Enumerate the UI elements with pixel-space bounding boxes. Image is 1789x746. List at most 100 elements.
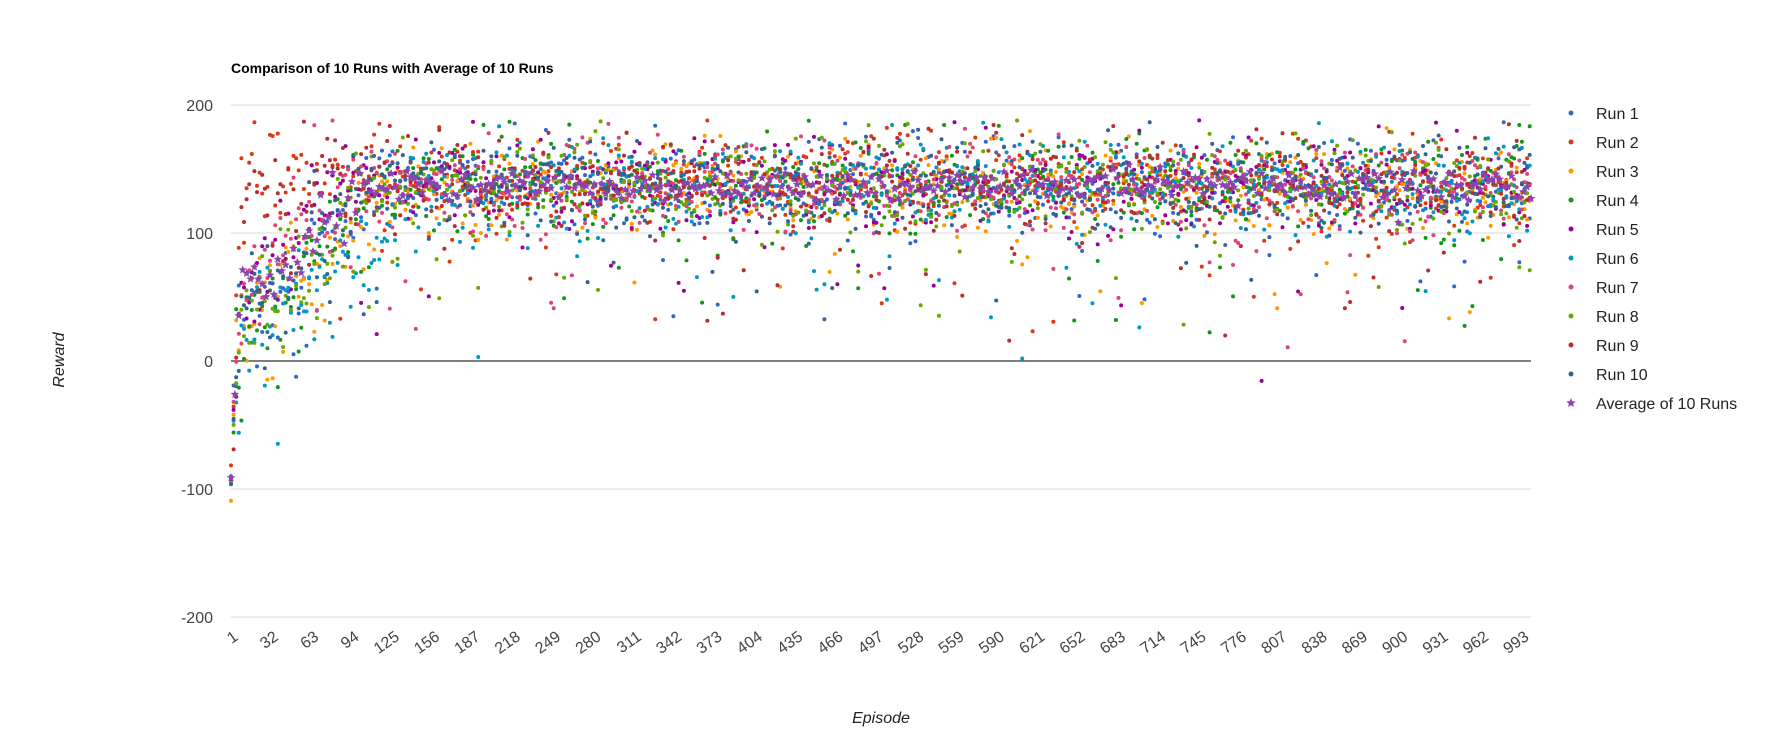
data-point [975,180,980,185]
data-point [663,191,668,196]
data-point [536,170,541,175]
data-point [1327,182,1332,187]
data-point [874,155,879,160]
data-point [804,155,809,160]
data-point [700,163,705,168]
data-point [330,118,335,123]
data-point [989,211,993,216]
data-point [340,146,345,150]
data-point [801,185,806,189]
data-point [452,224,457,229]
data-point [393,215,397,220]
data-point [809,216,814,221]
data-point [931,201,936,206]
data-point [791,176,796,181]
data-point [1355,141,1360,146]
data-point [702,151,707,156]
data-point [895,140,900,145]
data-point [1270,157,1274,162]
data-point [720,311,725,316]
data-point [1186,163,1191,168]
data-point [676,238,681,243]
data-point [666,219,671,223]
data-point [1207,260,1212,265]
data-point [403,185,408,190]
data-point [809,205,814,210]
data-point [858,146,863,150]
data-point [1002,162,1006,167]
data-point [278,216,283,220]
data-point [689,214,694,219]
data-point [1405,194,1410,199]
data-point [1324,169,1329,174]
data-point [1199,171,1204,176]
data-point [572,150,577,155]
data-point [366,305,371,310]
data-point [819,152,824,157]
data-point [825,173,829,178]
data-point [1106,233,1111,238]
data-point [949,170,954,175]
data-point [359,219,364,224]
data-point [1165,185,1170,190]
data-point [1439,137,1444,142]
data-point [1296,224,1301,229]
data-point [327,158,332,163]
data-point [989,197,993,202]
data-point [411,156,416,161]
data-point [1155,153,1160,158]
data-point [759,155,764,160]
data-point [1205,185,1209,190]
data-point [486,227,491,232]
data-point [1314,273,1319,278]
data-point [968,150,973,155]
data-point [1017,153,1022,158]
data-point [299,201,304,206]
data-point [845,197,850,202]
x-tick-label: 714 [1137,628,1169,657]
data-point [1277,154,1282,159]
data-point [541,205,546,209]
data-point [541,150,546,155]
data-point [812,213,816,218]
data-point [900,201,905,206]
data-point [983,164,988,169]
data-point [1376,206,1381,211]
data-point [996,170,1001,175]
data-point [502,155,507,159]
data-point [333,194,338,199]
data-point [1410,192,1415,197]
data-point [1160,221,1165,226]
x-tick-label: 652 [1057,628,1089,657]
data-point [1176,191,1181,196]
data-point [1176,166,1181,171]
data-point [674,207,678,211]
data-point [424,214,429,218]
data-point [242,220,246,224]
data-point [1064,207,1069,212]
data-point [629,221,634,226]
data-point [1460,153,1464,157]
data-point [460,221,465,226]
data-point [270,333,275,338]
data-point [931,196,936,201]
data-point [1181,149,1186,154]
data-point [1329,139,1334,144]
data-point [1020,230,1025,235]
data-point [1228,189,1233,194]
data-point [413,326,418,331]
data-point [1090,301,1095,306]
data-point [780,175,785,180]
data-point [382,228,387,233]
data-point [726,145,731,150]
data-point [1087,170,1092,175]
data-point [1306,217,1311,222]
data-point [1499,257,1504,262]
data-point [590,204,595,209]
data-point [262,325,267,330]
data-point [796,210,801,215]
data-point [1254,249,1259,254]
data-point [1350,203,1355,208]
data-point [744,150,749,155]
data-point [312,262,317,266]
